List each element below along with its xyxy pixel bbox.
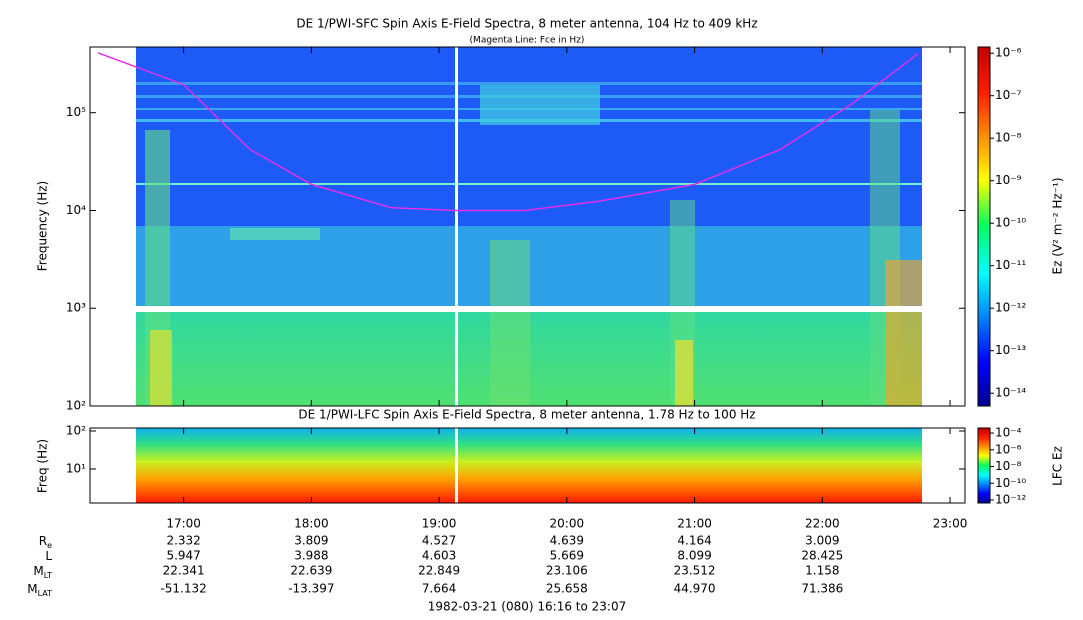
ephemeris-value: 71.386 [801,582,843,596]
colorbar-tick-label: 10⁻¹¹ [995,258,1026,272]
ephemeris-value: 23.106 [546,564,588,578]
y-tick-label: 10¹ [66,461,86,475]
plot-frame [89,46,966,407]
colorbar-tick-label: 10⁻¹³ [995,343,1026,357]
ephemeris-value: 22.849 [418,564,460,578]
ephemeris-value: 25.658 [546,582,588,596]
ephemeris-label-main: L [45,549,52,563]
ephemeris-value: 23.512 [674,564,716,578]
colorbar-tick-label: 10⁻¹² [995,301,1026,315]
colorbar-label: Ez (V² m⁻² Hz⁻¹) [1051,177,1065,274]
ephemeris-value: -13.397 [288,582,334,596]
ephemeris-value: 4.603 [422,549,456,563]
x-tick-label: 20:00 [550,517,585,531]
ephemeris-value: 3.009 [805,534,839,548]
chart-subtitle: (Magenta Line: Fce in Hz) [470,36,585,46]
y-axis-label: Freq (Hz) [36,439,50,493]
ephemeris-label: MLT [33,564,52,580]
colorbar-tick-label: 10⁻⁶ [995,442,1022,456]
colorbar [978,47,990,406]
ephemeris-value: 7.664 [422,582,456,596]
y-tick-label: 10⁴ [66,203,86,217]
ephemeris-value: 22.341 [163,564,205,578]
x-tick-label: 23:00 [933,517,968,531]
y-tick-label: 10³ [66,301,86,315]
ephemeris-label-main: M [33,564,43,578]
colorbar [978,428,990,503]
ephemeris-label: MLAT [27,582,52,598]
chart-title: DE 1/PWI-SFC Spin Axis E-Field Spectra, … [296,17,757,31]
colorbar-tick-label: 10⁻⁴ [995,426,1022,440]
ephemeris-label: Re [39,534,52,550]
ephemeris-value: 4.527 [422,534,456,548]
colorbar-tick-label: 10⁻⁶ [995,46,1022,60]
colorbar-tick-label: 10⁻¹⁰ [995,476,1026,490]
ephemeris-value: 28.425 [801,549,843,563]
footer: 1982-03-21 (080) 16:16 to 23:07 [428,600,626,614]
colorbar-tick-label: 10⁻⁷ [995,88,1022,102]
ephemeris-value: 5.669 [550,549,584,563]
y-tick-label: 10² [66,424,86,438]
x-tick-label: 18:00 [294,517,329,531]
ephemeris-value: 5.947 [166,549,200,563]
ephemeris-label-sub: e [47,541,52,550]
colorbar-tick-label: 10⁻⁹ [995,173,1022,187]
ephemeris-label: L [45,549,52,563]
ephemeris-label-sub: LAT [38,589,52,598]
plot-frame [89,427,966,504]
colorbar-tick-label: 10⁻¹⁰ [995,216,1026,230]
y-axis-label: Frequency (Hz) [36,181,50,272]
colorbar-tick-label: 10⁻⁸ [995,131,1022,145]
y-tick-label: 10⁵ [66,105,86,119]
ephemeris-value: 2.332 [166,534,200,548]
colorbar-frame [977,427,991,504]
ephemeris-value: 3.809 [294,534,328,548]
colorbar-label: LFC Ez [1051,446,1065,486]
spectrogram-image [136,47,922,503]
fce-line [97,52,919,212]
ephemeris-value: -51.132 [160,582,206,596]
colorbar-frame [977,46,991,407]
y-tick-label: 10² [66,399,86,413]
x-tick-label: 22:00 [805,517,840,531]
ephemeris-value: 22.639 [290,564,332,578]
ephemeris-value: 4.639 [550,534,584,548]
colorbar-tick-label: 10⁻⁸ [995,459,1022,473]
x-tick-label: 21:00 [677,517,712,531]
ephemeris-value: 8.099 [677,549,711,563]
x-tick-label: 19:00 [422,517,457,531]
ephemeris-label-main: M [27,582,37,596]
ephemeris-value: 3.988 [294,549,328,563]
ephemeris-label-main: R [39,534,47,548]
ephemeris-label-sub: LT [44,571,52,580]
ephemeris-value: 1.158 [805,564,839,578]
x-tick-label: 17:00 [166,517,201,531]
ephemeris-value: 4.164 [677,534,711,548]
colorbar-tick-label: 10⁻¹² [995,493,1026,507]
ephemeris-value: 44.970 [674,582,716,596]
colorbar-tick-label: 10⁻¹⁴ [995,386,1026,400]
chart-title: DE 1/PWI-LFC Spin Axis E-Field Spectra, … [298,408,755,422]
